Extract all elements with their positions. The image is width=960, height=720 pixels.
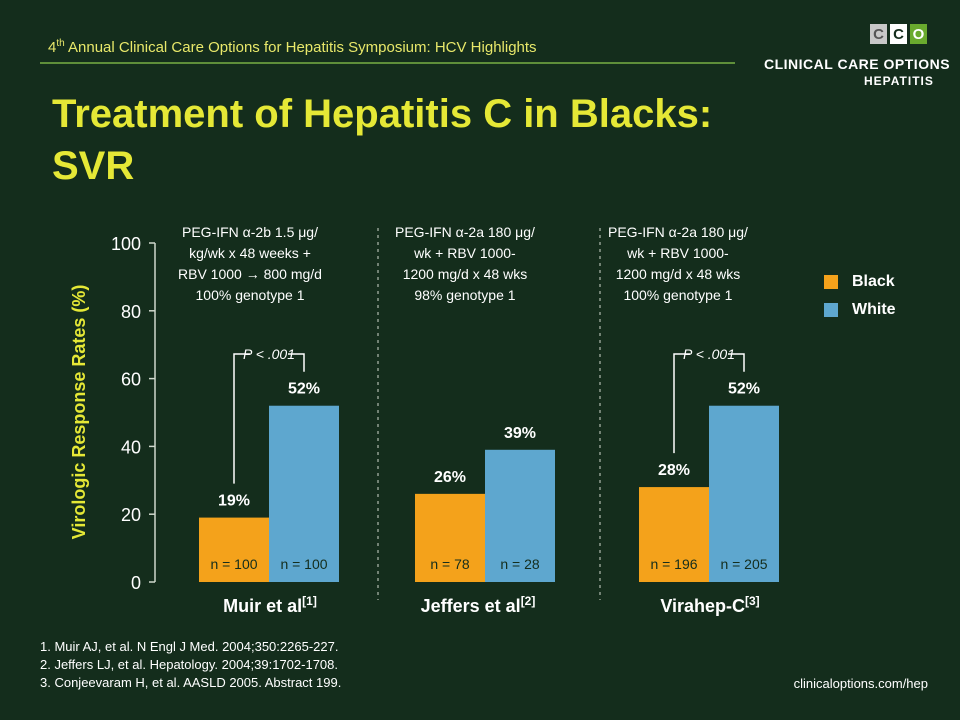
y-tick-label: 20 bbox=[121, 505, 141, 525]
regimen-line: 100% genotype 1 bbox=[623, 287, 733, 303]
regimen-line: 98% genotype 1 bbox=[414, 287, 516, 303]
bar-white bbox=[269, 405, 339, 582]
bar-value-label: 52% bbox=[288, 381, 320, 398]
legend-swatch-black bbox=[824, 275, 838, 289]
bar-n-label: n = 100 bbox=[210, 556, 257, 572]
regimen-line: wk + RBV 1000- bbox=[627, 245, 729, 261]
bar-value-label: 26% bbox=[434, 469, 466, 486]
regimen-note-muir: PEG-IFN α-2b 1.5 μg/ kg/wk x 48 weeks + … bbox=[178, 222, 322, 306]
p-value-label: P < .001 bbox=[243, 346, 295, 362]
bar-black bbox=[415, 493, 485, 582]
regimen-line: 1200 mg/d x 48 wks bbox=[402, 266, 528, 282]
significance-bracket-left bbox=[233, 353, 250, 484]
significance-bracket-right bbox=[728, 353, 745, 372]
regimen-line: wk + RBV 1000- bbox=[414, 245, 516, 261]
y-tick-label: 0 bbox=[131, 573, 141, 593]
reference-item: 1. Muir AJ, et al. N Engl J Med. 2004;35… bbox=[40, 639, 339, 654]
x-category-label: Virahep-C[3] bbox=[660, 594, 759, 616]
bar-n-label: n = 196 bbox=[650, 556, 697, 572]
y-axis-title: Virologic Response Rates (%) bbox=[69, 285, 89, 540]
bar-n-label: n = 28 bbox=[500, 556, 540, 572]
legend-label: Black bbox=[852, 273, 895, 290]
slide-title: Treatment of Hepatitis C in Blacks: SVR bbox=[52, 92, 713, 188]
y-tick-label: 80 bbox=[121, 302, 141, 322]
legend-item-black: Black bbox=[824, 268, 896, 296]
regimen-line: RBV 1000 → 800 mg/d bbox=[178, 266, 322, 282]
bar-n-label: n = 205 bbox=[720, 556, 767, 572]
y-tick-label: 40 bbox=[121, 437, 141, 457]
logo-letter: O bbox=[910, 24, 927, 44]
y-tick-label: 60 bbox=[121, 370, 141, 390]
regimen-line: 100% genotype 1 bbox=[195, 287, 305, 303]
chart-legend: Black White bbox=[824, 268, 896, 324]
symposium-header: 4th Annual Clinical Care Options for Hep… bbox=[48, 38, 537, 56]
bar-value-label: 52% bbox=[728, 381, 760, 398]
bar-n-label: n = 100 bbox=[280, 556, 327, 572]
references: 1. Muir AJ, et al. N Engl J Med. 2004;35… bbox=[40, 638, 341, 692]
logo-wordmark: CLINICAL CARE OPTIONS bbox=[764, 56, 951, 72]
regimen-note-jeffers: PEG-IFN α-2a 180 μg/ wk + RBV 1000- 1200… bbox=[395, 222, 535, 306]
bar-white bbox=[709, 405, 779, 582]
site-url[interactable]: clinicaloptions.com/hep bbox=[793, 676, 928, 691]
cco-logo-mark: C C O bbox=[870, 24, 927, 44]
legend-swatch-white bbox=[824, 303, 838, 317]
bar-value-label: 39% bbox=[504, 425, 536, 442]
significance-bracket-right bbox=[288, 353, 305, 372]
x-category-label: Jeffers et al[2] bbox=[421, 594, 536, 616]
reference-item: 2. Jeffers LJ, et al. Hepatology. 2004;3… bbox=[40, 657, 339, 672]
bar-value-label: 19% bbox=[218, 493, 250, 510]
legend-label: White bbox=[852, 301, 896, 318]
bar-black bbox=[199, 517, 269, 582]
reference-item: 3. Conjeevaram H, et al. AASLD 2005. Abs… bbox=[40, 675, 342, 690]
regimen-line: PEG-IFN α-2a 180 μg/ bbox=[395, 224, 535, 240]
bar-black bbox=[639, 487, 709, 582]
regimen-line: PEG-IFN α-2b 1.5 μg/ bbox=[182, 224, 318, 240]
logo-letter: C bbox=[870, 24, 887, 44]
y-tick-label: 100 bbox=[111, 234, 141, 254]
regimen-line: kg/wk x 48 weeks + bbox=[189, 245, 311, 261]
logo-subtitle: HEPATITIS bbox=[864, 74, 934, 88]
bar-value-label: 28% bbox=[658, 462, 690, 479]
header-divider bbox=[40, 62, 735, 64]
regimen-line: 1200 mg/d x 48 wks bbox=[615, 266, 741, 282]
bar-white bbox=[485, 449, 555, 582]
x-category-label: Muir et al[1] bbox=[223, 594, 317, 616]
regimen-note-virahep: PEG-IFN α-2a 180 μg/ wk + RBV 1000- 1200… bbox=[608, 222, 748, 306]
p-value-label: P < .001 bbox=[683, 346, 735, 362]
bar-n-label: n = 78 bbox=[430, 556, 470, 572]
logo-letter: C bbox=[890, 24, 907, 44]
significance-bracket-left bbox=[673, 353, 690, 454]
regimen-line: PEG-IFN α-2a 180 μg/ bbox=[608, 224, 748, 240]
legend-item-white: White bbox=[824, 296, 896, 324]
